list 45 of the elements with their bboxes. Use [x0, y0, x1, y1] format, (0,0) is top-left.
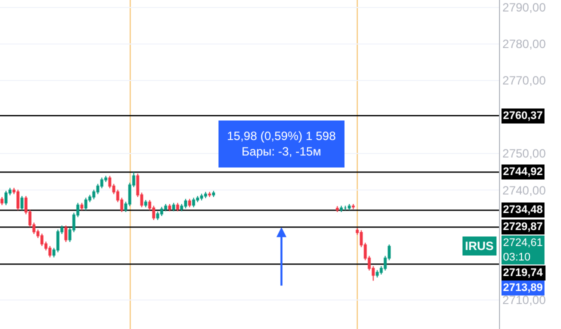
y-tick-label: 2710,00 [502, 292, 546, 307]
candlestick [340, 205, 343, 213]
candlestick [160, 206, 164, 217]
y-tick-label: 2770,00 [502, 74, 546, 88]
candlestick [172, 202, 176, 212]
y-tick-label: 2750,00 [502, 146, 546, 161]
candlestick [16, 189, 20, 211]
candlestick [184, 198, 188, 209]
candlestick [376, 270, 379, 278]
candlestick [40, 233, 44, 247]
candlestick [352, 203, 355, 210]
candlestick [348, 203, 351, 211]
candlestick [188, 198, 192, 208]
candlestick [344, 205, 347, 211]
text: 2724,61 03:10 [503, 237, 543, 264]
candlestick [64, 225, 68, 242]
ref-line-label: 2719,74 [503, 267, 544, 279]
y-tick-label: 2780,00 [502, 37, 546, 52]
candlestick [180, 203, 184, 212]
candlestick [80, 202, 84, 211]
candlestick [0, 196, 4, 206]
candlestick [168, 203, 172, 212]
candlestick [212, 190, 216, 198]
candlestick [336, 206, 339, 213]
candlestick [84, 197, 88, 211]
candlestick [208, 191, 212, 198]
ref-line-label: 2729,87 [503, 221, 543, 233]
candlestick [48, 246, 52, 258]
ref-line-label: 2734,48 [503, 204, 543, 216]
ref-line-label: 2760,37 [503, 110, 543, 122]
candlestick [176, 202, 180, 212]
ref-line-label: 2744,92 [503, 166, 543, 178]
candlestick [156, 211, 160, 221]
candlestick [20, 195, 24, 211]
candlestick [204, 191, 208, 199]
candlestick [164, 203, 168, 212]
y-tick-label: 2740,00 [502, 183, 546, 198]
text: IRUS [465, 239, 494, 253]
text: 2713,89 [503, 282, 543, 294]
candlestick [200, 193, 204, 201]
candlestick [192, 197, 196, 208]
annotation: 15,98 (0,59%) 1 598 Бары: -3, -15м [227, 129, 336, 159]
candlestick [4, 190, 8, 206]
candlestick [144, 199, 148, 208]
y-tick-label: 2790,00 [502, 0, 546, 15]
